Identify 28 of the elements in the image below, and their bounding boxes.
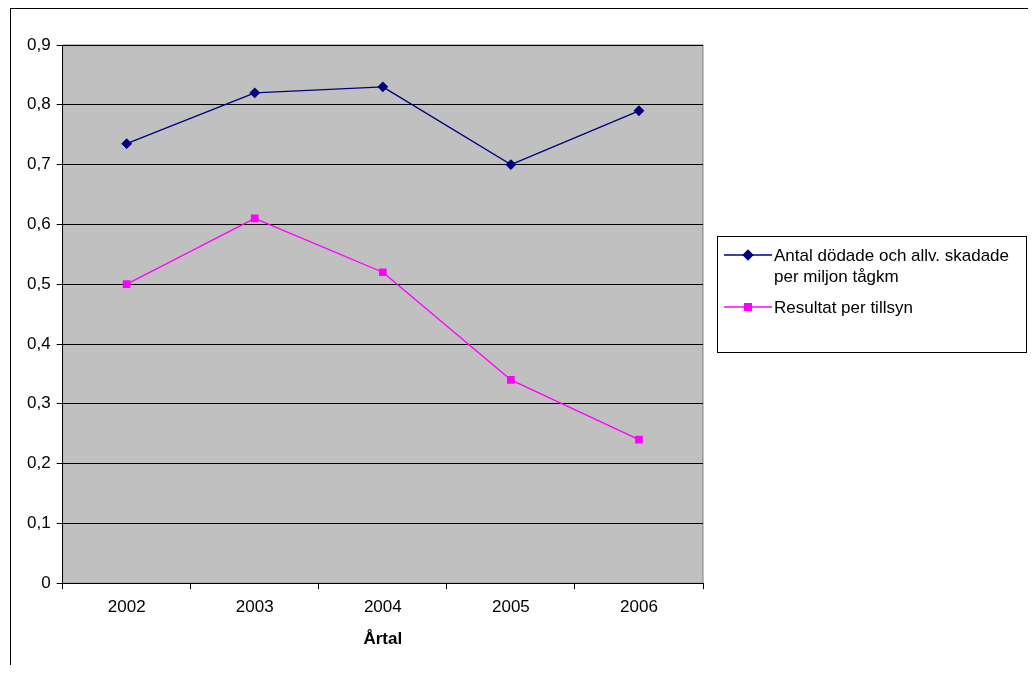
y-tick-label: 0,3 bbox=[26, 393, 51, 413]
x-axis-title: Årtal bbox=[363, 629, 403, 649]
y-tick-label: 0,7 bbox=[26, 154, 51, 174]
y-tick-label: 0,9 bbox=[26, 34, 51, 54]
x-tick-label: 2005 bbox=[491, 597, 530, 617]
point bbox=[635, 435, 643, 444]
point bbox=[505, 159, 517, 170]
y-tick-label: 0,2 bbox=[26, 453, 51, 473]
y-tick-label: 0,1 bbox=[26, 513, 51, 533]
legend-label: Antal dödade och allv. skadade per miljon tågkm bbox=[774, 245, 1011, 287]
point bbox=[377, 81, 388, 93]
x-tick-label: 2003 bbox=[235, 597, 274, 617]
y-tick-label: 0,4 bbox=[26, 333, 51, 353]
y-tick-label: 0 bbox=[41, 572, 51, 592]
legend-label: Resultat per tillsyn bbox=[774, 297, 913, 318]
point bbox=[249, 87, 260, 98]
y-tick-label: 0,8 bbox=[26, 94, 51, 114]
point bbox=[122, 280, 131, 289]
point bbox=[507, 376, 515, 384]
y-tick-label: 0,6 bbox=[26, 214, 51, 234]
x-tick-label: 2006 bbox=[620, 597, 658, 617]
x-tick-label: 2004 bbox=[363, 597, 402, 617]
y-tick-label: 0,5 bbox=[26, 273, 51, 293]
x-tick-label: 2002 bbox=[107, 597, 146, 617]
point bbox=[378, 268, 387, 277]
point bbox=[121, 138, 132, 149]
point bbox=[633, 105, 645, 116]
point bbox=[250, 214, 259, 223]
